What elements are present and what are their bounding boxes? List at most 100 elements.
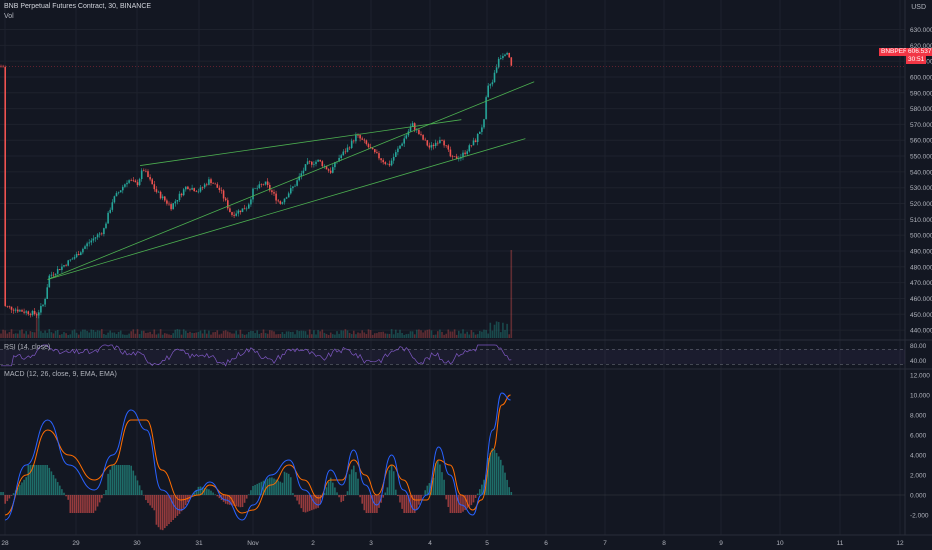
histogram-bar — [462, 495, 464, 512]
candle-body — [245, 208, 248, 210]
histogram-bar — [277, 480, 279, 495]
volume-bar — [71, 330, 74, 338]
time-tick-label: 9 — [719, 540, 723, 547]
candle-body — [151, 179, 153, 185]
volume-bar — [182, 329, 185, 338]
candle-body — [239, 210, 242, 213]
histogram-bar — [424, 490, 426, 495]
volume-bar — [0, 333, 2, 338]
histogram-bar — [12, 493, 15, 495]
histogram-bar — [119, 465, 122, 495]
histogram-bar — [59, 485, 61, 495]
candle-body — [493, 72, 496, 83]
macd-indicator-label[interactable]: MACD (12, 26, close, 9, EMA, EMA) — [4, 371, 117, 378]
volume-bar — [374, 333, 376, 338]
histogram-bar — [281, 482, 284, 495]
histogram-bar — [298, 495, 300, 505]
volume-indicator-label[interactable]: Vol — [4, 13, 14, 20]
histogram-bar — [359, 495, 361, 498]
candle-body — [474, 140, 477, 142]
volume-bar — [67, 334, 69, 338]
volume-bar — [390, 329, 393, 338]
macd-tick-label: 10.000 — [910, 393, 930, 400]
candle-body — [315, 161, 317, 165]
volume-bar — [350, 334, 353, 338]
candle-body — [260, 184, 263, 185]
volume-bar — [35, 312, 38, 338]
candle-body — [479, 131, 481, 134]
histogram-bar — [17, 487, 19, 495]
volume-bar — [367, 329, 370, 338]
candle-body — [119, 190, 122, 193]
histogram-bar — [124, 465, 126, 495]
histogram-bar — [147, 495, 149, 503]
volume-bar — [311, 334, 313, 338]
volume-bar — [243, 334, 246, 338]
candle-body — [428, 145, 431, 148]
histogram-bar — [367, 495, 370, 513]
histogram-bar — [21, 482, 23, 495]
histogram-bar — [445, 495, 447, 500]
histogram-bar — [416, 495, 418, 510]
volume-bar — [460, 333, 462, 338]
volume-bar — [203, 329, 206, 338]
volume-bar — [73, 329, 76, 338]
volume-bar — [210, 334, 212, 338]
volume-bar — [170, 334, 172, 338]
volume-bar — [353, 330, 355, 338]
histogram-bar — [285, 472, 288, 495]
volume-bar — [506, 323, 508, 338]
time-tick-label: 30 — [133, 540, 141, 547]
macd-tick-label: 2.000 — [910, 473, 927, 480]
histogram-bar — [317, 495, 319, 508]
time-tick-label: Nov — [247, 540, 259, 547]
volume-bar — [329, 332, 332, 338]
currency-label[interactable]: USD — [911, 4, 926, 11]
volume-bar — [92, 330, 95, 338]
candle-body — [264, 181, 267, 185]
candle-body — [71, 258, 74, 260]
candles — [0, 51, 513, 319]
volume-bar — [248, 332, 250, 338]
macd-line — [4, 392, 511, 521]
histogram-bar — [325, 487, 328, 495]
histogram-bar — [493, 449, 496, 495]
volume-bar — [75, 332, 78, 338]
histogram-bar — [489, 453, 492, 495]
histogram-bar — [210, 490, 212, 495]
volume-bar — [277, 334, 279, 338]
price-tick-label: 530.000 — [910, 185, 932, 192]
volume-bar — [411, 331, 414, 338]
price-tick-label: 470.000 — [910, 280, 932, 287]
rsi-indicator-label[interactable]: RSI (14, close) — [4, 344, 51, 351]
candle-body — [510, 57, 513, 66]
histogram-bar — [388, 470, 391, 495]
candle-body — [292, 186, 294, 189]
histogram-bar — [405, 495, 408, 513]
volume-bar — [48, 329, 51, 338]
histogram-bar — [437, 460, 439, 495]
candle-body — [31, 310, 34, 316]
histogram-bar — [321, 495, 324, 499]
price-tick-label: 520.000 — [910, 201, 932, 208]
candle-body — [199, 187, 202, 192]
volume-bar — [510, 250, 513, 338]
volume-bar — [382, 331, 384, 338]
candle-body — [487, 85, 489, 98]
volume-bar — [441, 331, 443, 338]
histogram-bar — [460, 495, 462, 513]
candle-body — [319, 159, 321, 162]
volume-bar — [161, 334, 164, 338]
candle-body — [455, 156, 458, 159]
volume-bar — [462, 329, 464, 338]
candle-body — [476, 133, 479, 142]
candle-body — [243, 208, 246, 210]
candle-body — [374, 149, 376, 153]
histogram-bar — [227, 495, 229, 505]
histogram-bar — [69, 495, 72, 513]
volume-bar — [281, 332, 284, 338]
candle-body — [395, 152, 397, 157]
histogram-bar — [10, 495, 13, 496]
volume-bar — [252, 331, 254, 338]
